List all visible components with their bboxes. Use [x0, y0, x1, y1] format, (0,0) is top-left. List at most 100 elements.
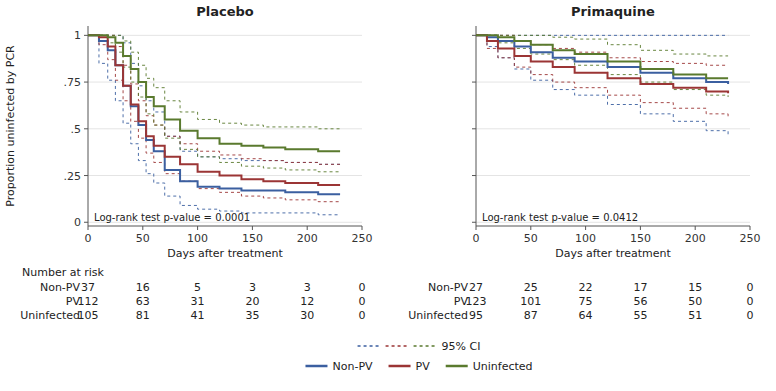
risk-count: 3 [249, 281, 256, 294]
risk-count: 51 [688, 309, 702, 322]
x-tick-label: 100 [575, 232, 596, 245]
risk-count: 81 [136, 309, 150, 322]
survival-line [88, 35, 340, 151]
legend-swatch [389, 365, 411, 368]
grid-line [476, 128, 750, 129]
legend: 95% CINon-PVPVUninfected [305, 340, 532, 373]
grid-line [476, 175, 750, 176]
risk-count: 12 [300, 295, 314, 308]
risk-count: 3 [304, 281, 311, 294]
x-tick-label: 200 [297, 232, 318, 245]
panel: Placebo0.25.5.751050100150200250Days aft… [4, 4, 373, 322]
risk-count: 37 [81, 281, 95, 294]
x-tick-label: 250 [740, 232, 761, 245]
risk-row-label: Non-PV [40, 281, 81, 294]
risk-count: 55 [633, 309, 647, 322]
y-tick-label: 0 [74, 216, 81, 229]
x-tick [362, 226, 363, 230]
y-axis-line [476, 26, 477, 226]
survival-line [88, 35, 340, 185]
y-tick [472, 222, 476, 223]
y-tick [84, 35, 88, 36]
risk-count: 101 [520, 295, 541, 308]
legend-swatch [414, 345, 436, 347]
risk-row-label: Uninfected [20, 309, 80, 322]
title: Primaquine [571, 4, 655, 19]
x-tick [695, 226, 696, 230]
ci-line [476, 35, 728, 97]
x-tick [88, 226, 89, 230]
y-axis-line [88, 26, 89, 226]
y-tick [472, 128, 476, 129]
y-tick [472, 175, 476, 176]
ci-line [88, 35, 340, 171]
ci-line [476, 35, 728, 134]
risk-count: 35 [245, 309, 259, 322]
risk-count: 20 [245, 295, 259, 308]
survival-line [476, 35, 728, 78]
grid-line [88, 82, 362, 83]
y-tick [84, 82, 88, 83]
y-tick-label: .5 [71, 123, 82, 136]
risk-count: 27 [469, 281, 483, 294]
risk-count: 87 [524, 309, 538, 322]
y-axis-label: Proportion uninfected by PCR [4, 45, 17, 207]
legend-row: 95% CI [358, 340, 481, 353]
ci-line [88, 35, 340, 201]
risk-count: 0 [747, 295, 754, 308]
risk-table: Number at riskNon-PV37165330PV1126331201… [20, 266, 365, 322]
x-tick-label: 0 [473, 232, 480, 245]
risk-count: 15 [688, 281, 702, 294]
x-tick-label: 250 [352, 232, 373, 245]
risk-count: 17 [633, 281, 647, 294]
x-tick [476, 226, 477, 230]
x-axis-line [476, 226, 750, 227]
legend-label: Uninfected [473, 360, 533, 373]
risk-count: 123 [466, 295, 487, 308]
x-tick [640, 226, 641, 230]
plot-area [88, 35, 340, 214]
risk-count: 5 [194, 281, 201, 294]
risk-count: 31 [191, 295, 205, 308]
risk-count: 64 [579, 309, 593, 322]
risk-count: 25 [524, 281, 538, 294]
legend-swatch [386, 345, 408, 347]
ci-line [88, 35, 340, 128]
x-tick [307, 226, 308, 230]
legend-swatch [358, 345, 380, 347]
x-tick [530, 226, 531, 230]
grid-line [476, 35, 750, 36]
y-tick [472, 35, 476, 36]
x-tick [750, 226, 751, 230]
risk-count: 50 [688, 295, 702, 308]
y-tick-label: .25 [64, 170, 82, 183]
risk-table-title: Number at risk [22, 266, 105, 279]
risk-count: 0 [359, 309, 366, 322]
title: Placebo [196, 4, 254, 19]
risk-count: 22 [579, 281, 593, 294]
survival-line [476, 35, 728, 84]
legend-label: Non-PV [332, 360, 373, 373]
ci-line [476, 35, 728, 117]
x-tick-label: 150 [242, 232, 263, 245]
legend-label: 95% CI [442, 340, 481, 353]
panel: Primaquine050100150200250Days after trea… [408, 4, 760, 322]
risk-count: 0 [359, 281, 366, 294]
x-tick-label: 0 [85, 232, 92, 245]
risk-count: 63 [136, 295, 150, 308]
y-tick [84, 128, 88, 129]
ci-line [88, 35, 340, 164]
x-tick [142, 226, 143, 230]
x-tick-label: 50 [524, 232, 538, 245]
survival-line [88, 35, 340, 194]
x-tick-label: 50 [136, 232, 150, 245]
x-axis-label: Days after treatment [555, 247, 671, 260]
page: {"chart_data": [ {"type": "step", "title… [0, 0, 776, 391]
x-tick [585, 226, 586, 230]
risk-count: 30 [300, 309, 314, 322]
x-tick-label: 100 [187, 232, 208, 245]
chart-canvas: Placebo0.25.5.751050100150200250Days aft… [0, 0, 776, 391]
x-axis-label: Days after treatment [167, 247, 283, 260]
legend-swatch [305, 365, 327, 368]
x-tick-label: 150 [630, 232, 651, 245]
